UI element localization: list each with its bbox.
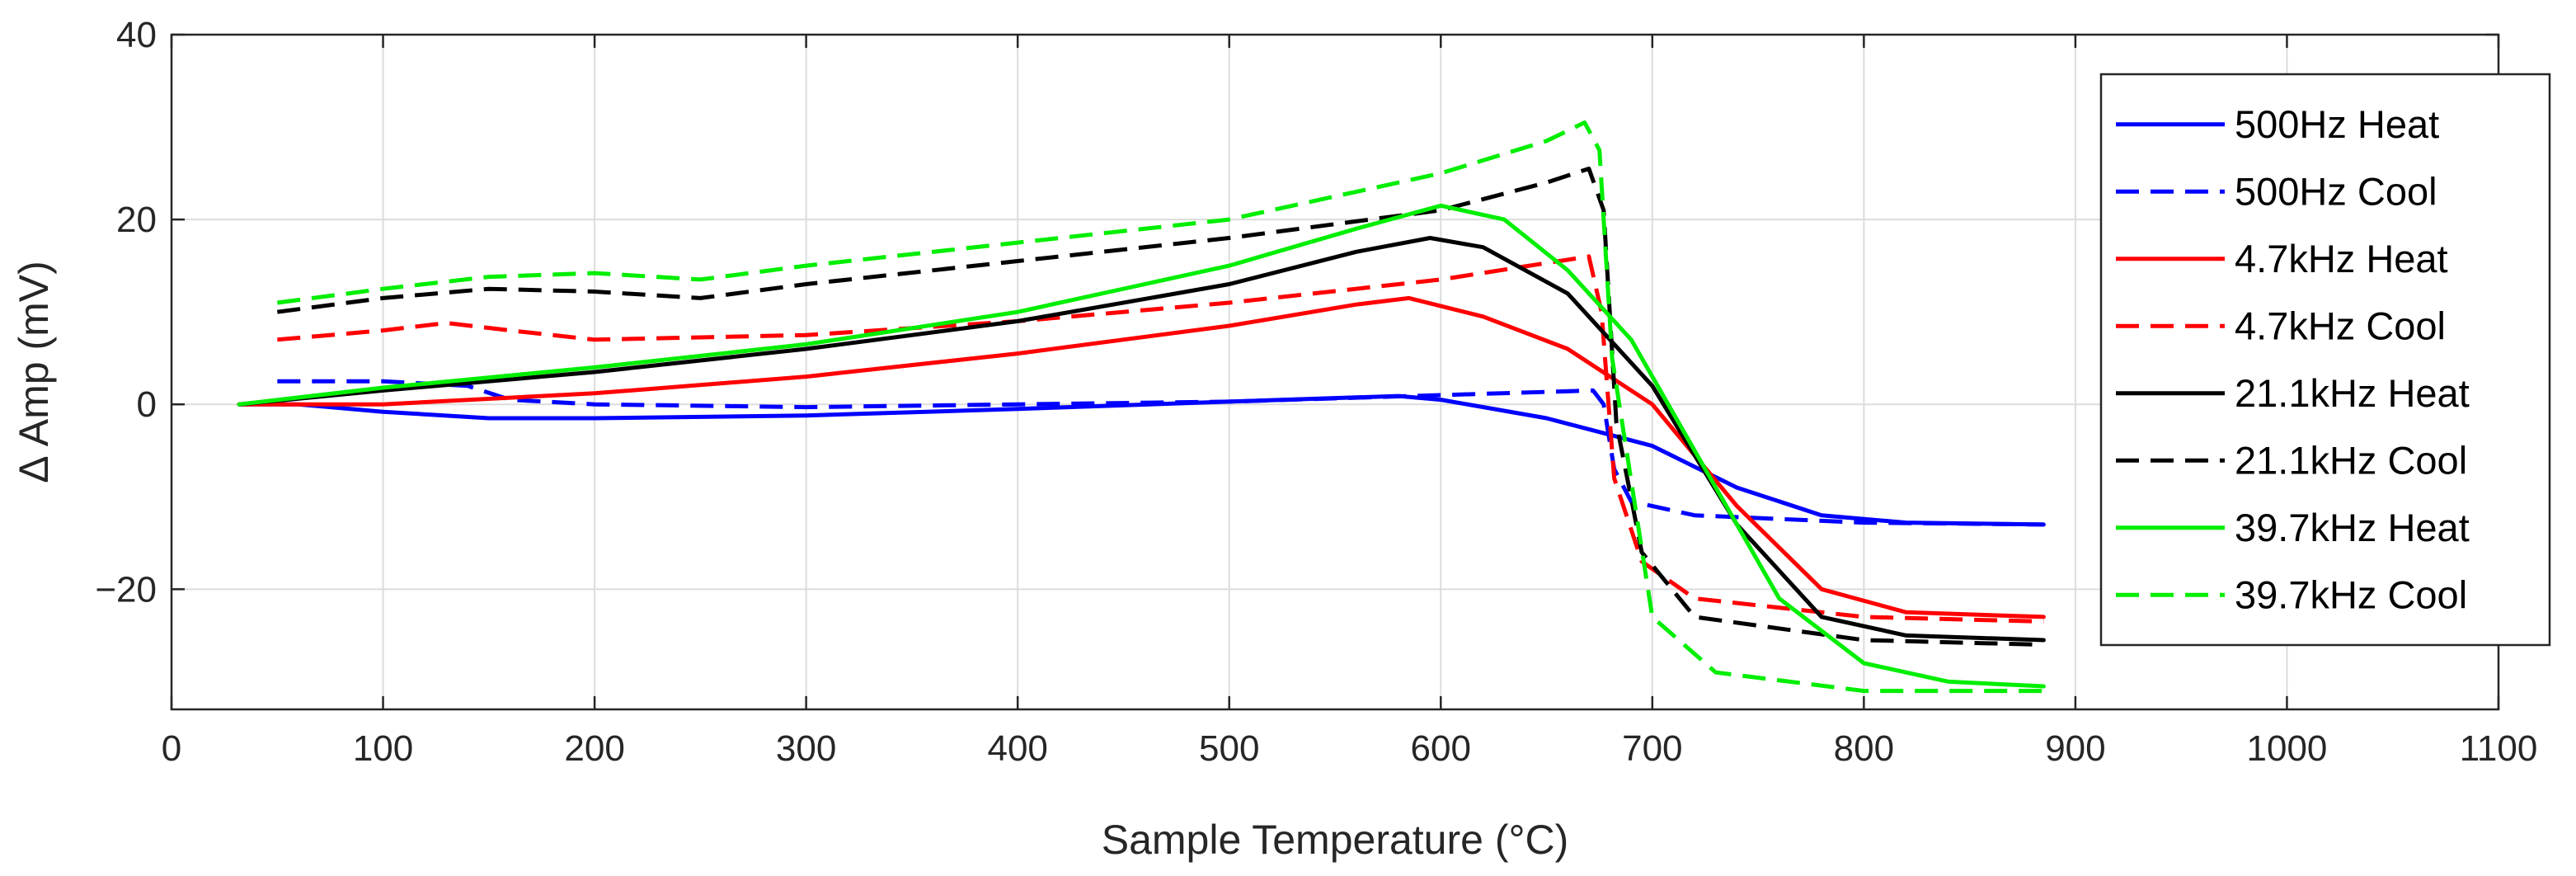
x-tick-label: 1000 bbox=[2247, 728, 2328, 769]
legend: 500Hz Heat 500Hz Cool 4.7kHz Heat 4.7kHz Co… bbox=[2099, 73, 2551, 647]
x-tick-label: 200 bbox=[564, 728, 624, 769]
x-tick-label: 0 bbox=[162, 728, 181, 769]
legend-label: 4.7kHz Heat bbox=[2235, 237, 2448, 280]
x-tick-label: 700 bbox=[1622, 728, 1682, 769]
legend-label: 21.1kHz Heat bbox=[2235, 371, 2470, 415]
plot-area bbox=[237, 120, 2046, 694]
legend-label: 4.7kHz Cool bbox=[2235, 304, 2446, 347]
x-tick-label: 800 bbox=[1834, 728, 1894, 769]
legend-label: 500Hz Cool bbox=[2235, 169, 2437, 213]
x-tick-label: 600 bbox=[1411, 728, 1471, 769]
y-tick-label: 20 bbox=[116, 200, 157, 240]
x-tick-label: 900 bbox=[2045, 728, 2105, 769]
legend-box bbox=[2099, 73, 2551, 647]
series-line-4-7khz-heat bbox=[237, 295, 2046, 619]
legend-label: 39.7kHz Cool bbox=[2235, 572, 2467, 616]
y-axis: −20 0 20 40 bbox=[95, 15, 2498, 610]
x-tick-label: 100 bbox=[353, 728, 413, 769]
legend-label: 500Hz Heat bbox=[2235, 102, 2439, 146]
legend-label: 39.7kHz Heat bbox=[2235, 506, 2470, 549]
y-tick-label: 0 bbox=[137, 384, 157, 425]
series-line-39-7khz-cool bbox=[276, 120, 2044, 694]
y-tick-label: −20 bbox=[95, 569, 157, 610]
x-tick-label: 300 bbox=[776, 728, 836, 769]
y-axis-title: Δ Amp (mV) bbox=[11, 261, 57, 483]
legend-label: 21.1kHz Cool bbox=[2235, 438, 2467, 482]
x-axis: 0 100 200 300 400 500 600 700 800 900 1000 1100 bbox=[162, 35, 2538, 769]
series-line-21-1khz-cool bbox=[276, 167, 2044, 648]
series-line-500hz-cool bbox=[277, 379, 2044, 527]
series-line-4-7khz-cool bbox=[277, 254, 2044, 624]
x-tick-label: 1100 bbox=[2460, 728, 2538, 769]
series-line-39-7khz-heat bbox=[237, 203, 2046, 689]
x-tick-label: 400 bbox=[987, 728, 1047, 769]
x-tick-label: 500 bbox=[1199, 728, 1259, 769]
series-line-21-1khz-heat bbox=[237, 236, 2046, 643]
y-tick-label: 40 bbox=[116, 15, 157, 55]
x-axis-title: Sample Temperature (°C) bbox=[1102, 817, 1569, 863]
